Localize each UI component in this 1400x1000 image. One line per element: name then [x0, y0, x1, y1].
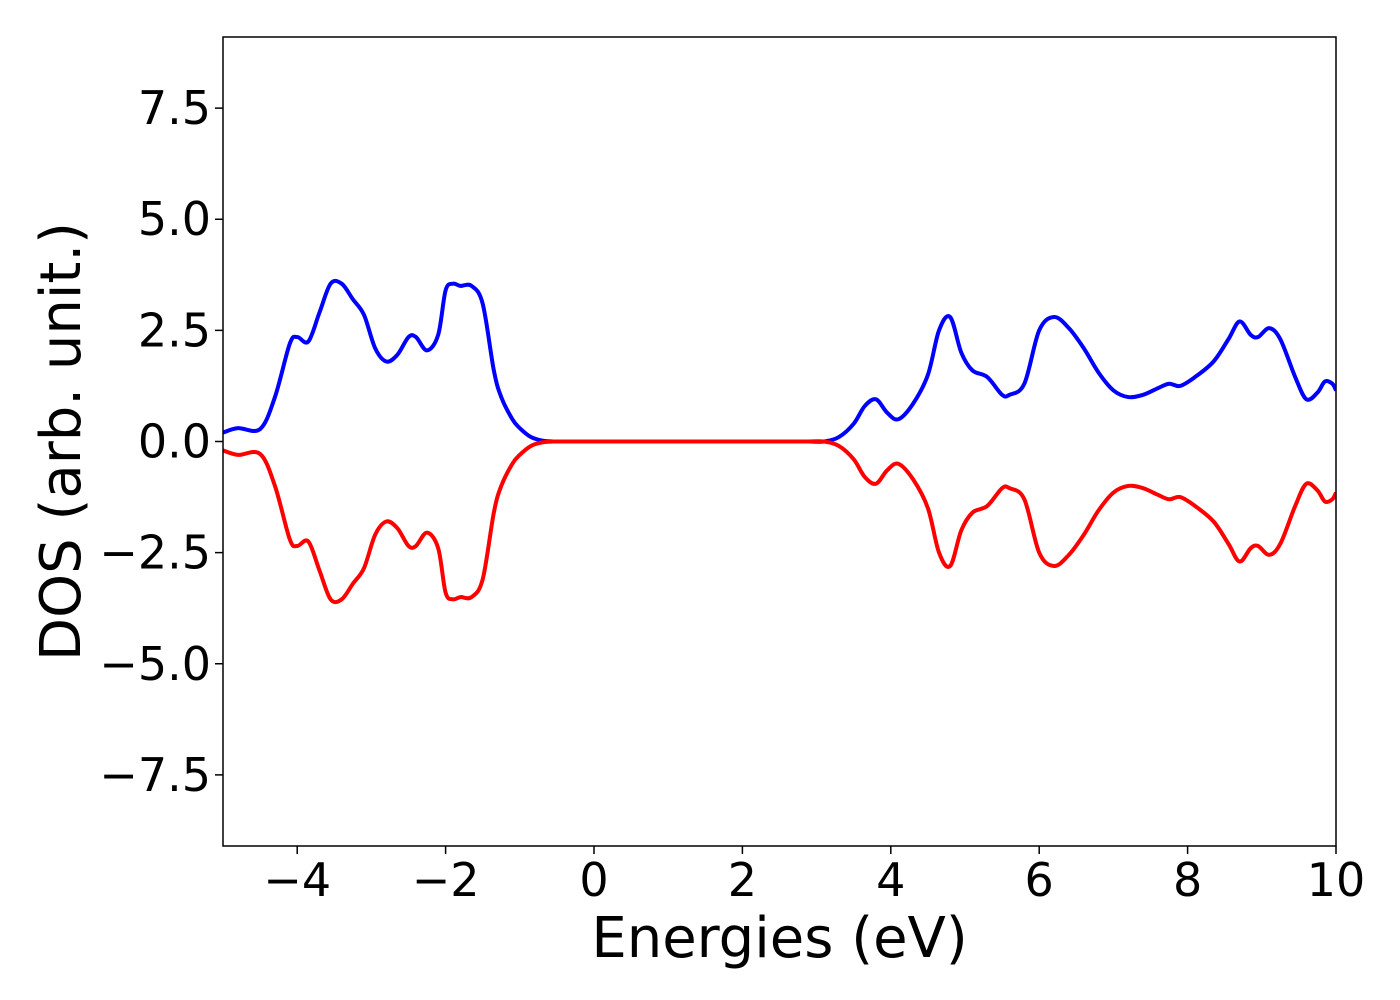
y-axis-label: DOS (arb. unit.) — [29, 222, 94, 661]
y-tick-label: 5.0 — [138, 192, 211, 246]
x-tick-label: 10 — [1307, 853, 1366, 907]
x-tick-label: −2 — [412, 853, 480, 907]
x-axis-ticks: −4 −2 0 2 4 6 8 10 — [263, 846, 1365, 907]
y-tick-label: 0.0 — [138, 415, 211, 469]
y-tick-label: 2.5 — [138, 303, 211, 357]
y-tick-label: −7.5 — [99, 748, 211, 802]
y-axis-ticks: 7.5 5.0 2.5 0.0 −2.5 −5.0 −7.5 — [99, 81, 223, 802]
dos-line-red — [223, 439, 1336, 605]
y-tick-label: −2.5 — [99, 526, 211, 580]
x-tick-label: 6 — [1025, 853, 1054, 907]
x-axis-label: Energies (eV) — [591, 906, 967, 971]
x-tick-label: 4 — [876, 853, 905, 907]
x-tick-label: 0 — [579, 853, 608, 907]
x-tick-label: −4 — [263, 853, 331, 907]
series-layer — [223, 278, 1336, 605]
x-tick-label: 8 — [1173, 853, 1202, 907]
x-tick-label: 2 — [728, 853, 757, 907]
y-tick-label: −5.0 — [99, 637, 211, 691]
y-tick-label: 7.5 — [138, 81, 211, 135]
dos-line-blue — [223, 278, 1336, 444]
